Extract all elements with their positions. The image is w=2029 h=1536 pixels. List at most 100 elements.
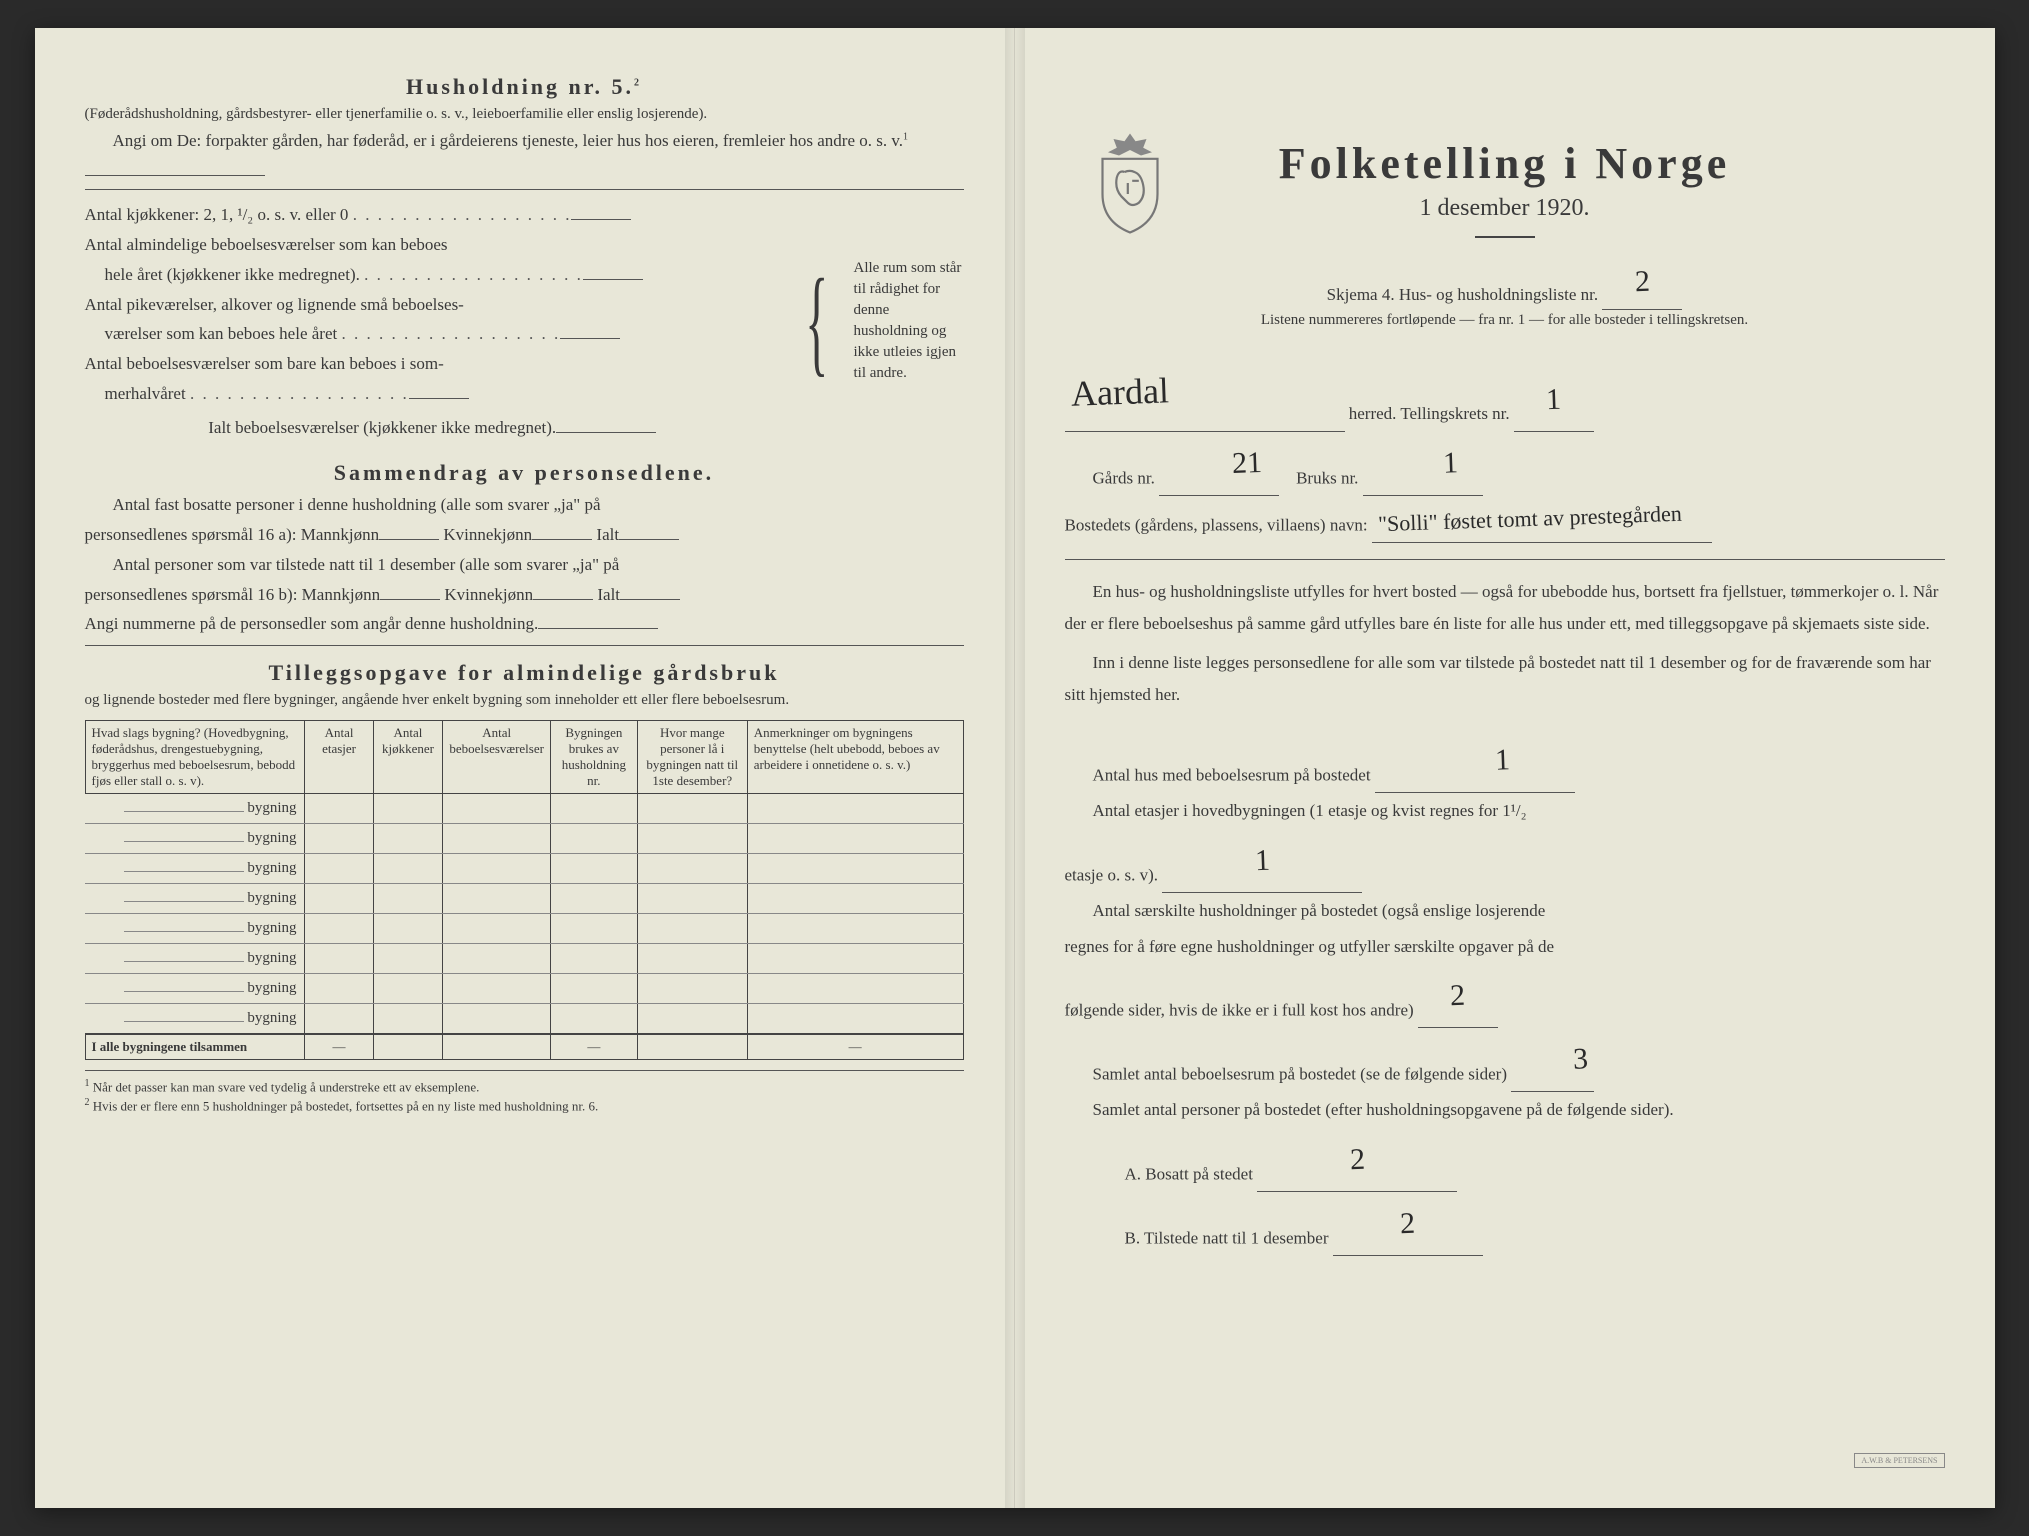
- skjema-text: Skjema 4. Hus- og husholdningsliste nr.: [1327, 285, 1599, 304]
- rooms-total-text: Ialt beboelsesværelser (kjøkkener ikke m…: [208, 418, 556, 437]
- blank-cell: [305, 973, 373, 1003]
- th-3: Antal beboelsesværelser: [443, 720, 551, 793]
- sammen-p2b: personsedlenes spørsmål 16 b): Mannkjønn…: [85, 580, 964, 610]
- bruks-label: Bruks nr.: [1296, 468, 1358, 487]
- blank-cell: [550, 1003, 637, 1034]
- para1: En hus- og husholdningsliste utfylles fo…: [1065, 576, 1945, 641]
- blank-cell: [550, 793, 637, 823]
- blank-cell: [747, 883, 963, 913]
- blank-cell: [443, 913, 551, 943]
- blank-cell: [373, 883, 443, 913]
- fill: [533, 583, 593, 600]
- rooms-total: Ialt beboelsesværelser (kjøkkener ikke m…: [85, 413, 780, 443]
- q-etasjer-field: 1: [1162, 829, 1362, 893]
- left-page: Husholdning nr. 5.2 (Føderådshusholdning…: [35, 28, 1015, 1508]
- q-hus-text: Antal hus med beboelsesrum på bostedet: [1093, 766, 1371, 785]
- rooms-lines: Antal kjøkkener: 2, 1, ¹/₂ o. s. v. elle…: [85, 200, 780, 442]
- row-label-cell: bygning: [85, 973, 305, 1003]
- total-label: I alle bygningene tilsammen: [85, 1034, 305, 1060]
- blank-cell: [305, 913, 373, 943]
- table-row: bygning: [85, 973, 963, 1003]
- q-a: A. Bosatt på stedet 2: [1065, 1128, 1945, 1192]
- rooms-l3b-text: værelser som kan beboes hele året: [105, 324, 338, 343]
- footnote-2: 2 Hvis der er flere enn 5 husholdninger …: [85, 1096, 964, 1116]
- rooms-l3b: værelser som kan beboes hele året: [85, 319, 780, 349]
- blank-cell: [305, 823, 373, 853]
- fill: [619, 523, 679, 540]
- blank-cell: [550, 973, 637, 1003]
- q-hus-field: 1: [1375, 729, 1575, 793]
- table-head: Hvad slags bygning? (Hovedbygning, føder…: [85, 720, 963, 793]
- herred-label: herred. Tellingskrets nr.: [1349, 404, 1510, 423]
- angi-sup: 1: [903, 131, 908, 142]
- table-header-row: Hvad slags bygning? (Hovedbygning, føder…: [85, 720, 963, 793]
- q-a-field: 2: [1257, 1128, 1457, 1192]
- blank-cell: [637, 943, 747, 973]
- row-label-cell: bygning: [85, 943, 305, 973]
- blank-cell: [305, 853, 373, 883]
- rooms-l1: Antal kjøkkener: 2, 1, ¹/₂ o. s. v. elle…: [85, 200, 780, 230]
- blank-cell: [305, 1003, 373, 1034]
- q-hush-c-text: følgende sider, hvis de ikke er i full k…: [1065, 1001, 1414, 1020]
- q-a-value: 2: [1349, 1128, 1366, 1191]
- sammen-p3-text: Angi nummerne på de personsedler som ang…: [85, 614, 539, 633]
- total-dash: —: [305, 1034, 373, 1060]
- blank-cell: [747, 1003, 963, 1034]
- blank-cell: [373, 793, 443, 823]
- rule: [85, 645, 964, 646]
- sammen-p1b: personsedlenes spørsmål 16 a): Mannkjønn…: [85, 520, 964, 550]
- main-subtitle: 1 desember 1920.: [1065, 195, 1945, 222]
- title-rule: [1475, 236, 1535, 238]
- sammendrag-title: Sammendrag av personsedlene.: [85, 460, 964, 486]
- rooms-l4b-text: merhalvåret: [105, 384, 186, 403]
- rooms-l3a: Antal pikeværelser, alkover og lignende …: [85, 290, 780, 320]
- blank-cell: [443, 883, 551, 913]
- q-b: B. Tilstede natt til 1 desember 2: [1065, 1192, 1945, 1256]
- row-label-cell: bygning: [85, 823, 305, 853]
- blank-cell: [747, 793, 963, 823]
- blank-cell: [637, 1003, 747, 1034]
- table-foot: I alle bygningene tilsammen — — —: [85, 1034, 963, 1060]
- blank-cell: [443, 973, 551, 1003]
- sammen-p2a: Antal personer som var tilstede natt til…: [85, 550, 964, 580]
- blank-cell: [637, 793, 747, 823]
- rule: [85, 189, 964, 190]
- th-2: Antal kjøkkener: [373, 720, 443, 793]
- listene-line: Listene nummereres fortløpende — fra nr.…: [1065, 310, 1945, 332]
- q-b-field: 2: [1333, 1192, 1483, 1256]
- fill: [409, 382, 469, 399]
- blank-cell: [373, 943, 443, 973]
- liste-nr-field: 2: [1602, 256, 1682, 310]
- sammen-ialt: Ialt: [596, 525, 619, 544]
- dots: [364, 265, 583, 284]
- fill: [583, 263, 643, 280]
- q-hus-value: 1: [1466, 728, 1511, 792]
- gards-line: Gårds nr. 21 Bruks nr. 1: [1065, 432, 1945, 496]
- sammen-kv2: Kvinnekjønn: [444, 585, 533, 604]
- angi-text: Angi om De: forpakter gården, har føderå…: [113, 131, 904, 150]
- blank-cell: [747, 913, 963, 943]
- sammen-p1a: Antal fast bosatte personer i denne hush…: [85, 490, 964, 520]
- table-row: bygning: [85, 883, 963, 913]
- blank-cell: [373, 1003, 443, 1034]
- row-label-cell: bygning: [85, 853, 305, 883]
- blank-cell: [550, 883, 637, 913]
- blank-cell: [637, 973, 747, 1003]
- herred-line: Aardal herred. Tellingskrets nr. 1: [1065, 355, 1945, 432]
- blank-cell: [373, 823, 443, 853]
- tillegg-sub: og lignende bosteder med flere bygninger…: [85, 690, 964, 712]
- blank-cell: [747, 943, 963, 973]
- table-row: bygning: [85, 1003, 963, 1034]
- dots: [341, 324, 560, 343]
- q-hush-b: regnes for å føre egne husholdninger og …: [1065, 929, 1945, 965]
- sammen-p1b-text: personsedlenes spørsmål 16 a): Mannkjønn: [85, 525, 380, 544]
- q-hush-value: 2: [1449, 964, 1466, 1027]
- fill: [538, 612, 658, 629]
- right-page: Folketelling i Norge 1 desember 1920. Sk…: [1015, 28, 1995, 1508]
- q-rom-value: 3: [1544, 1028, 1589, 1092]
- blank-cell: [637, 883, 747, 913]
- bosted-value: "Solli" føstet tomt av prestegården: [1377, 491, 1682, 548]
- blank-cell: [747, 853, 963, 883]
- dots: [190, 384, 409, 403]
- para2: Inn i denne liste legges personsedlene f…: [1065, 647, 1945, 712]
